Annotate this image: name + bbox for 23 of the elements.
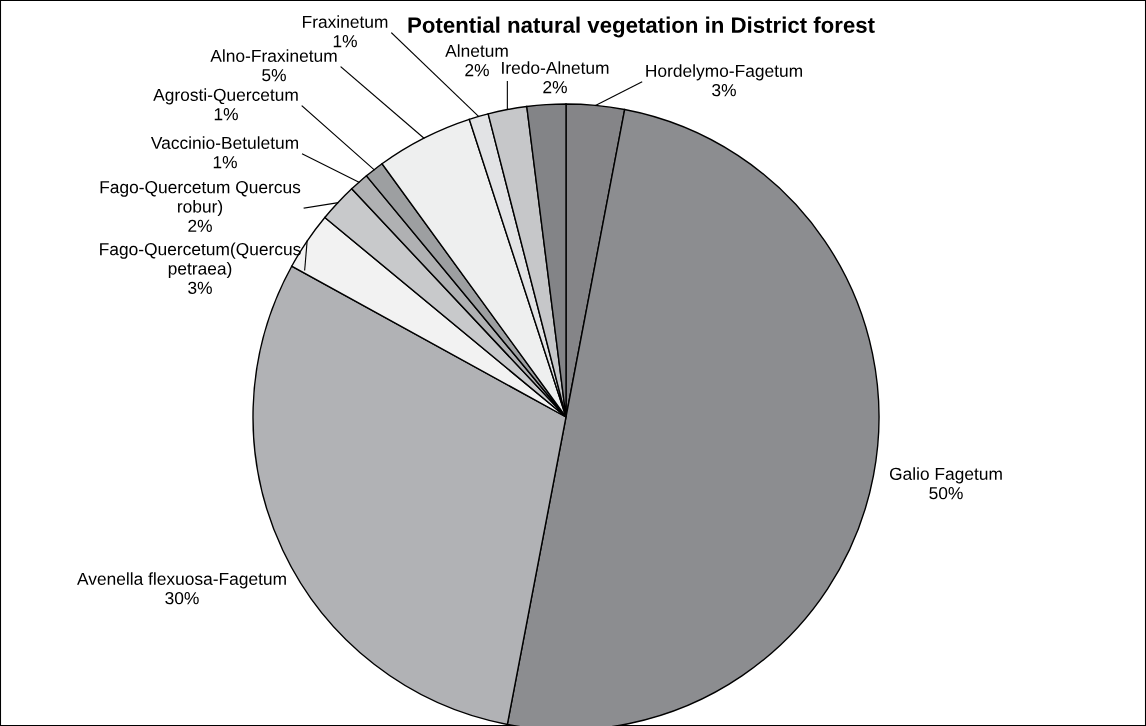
slice-label: Agrosti-Quercetum [153,88,298,105]
data-label: 3% [712,84,736,97]
chart-title: Potential natural vegetation in District forest [408,16,875,38]
slice-label: Alnetum [445,44,508,57]
data-label: 5% [262,69,286,82]
slice-label: Fago-Quercetum(Quercus petraea) [100,242,301,279]
slice-label: Fago-Quercetum Quercus robur) [100,181,301,217]
data-label: 50% [929,487,963,500]
slice-label: Iredo-Alnetum [502,61,609,74]
data-label: 30% [165,592,199,605]
data-label: 1% [214,108,238,121]
data-label: 3% [188,281,212,294]
slice-label: Avenella flexuosa-Fagetum [77,572,286,589]
slice-label: Vaccinio-Betuletum [150,136,298,149]
slice-label: Fraxinetum [303,15,388,28]
data-label: 1% [333,35,357,48]
data-label: 1% [213,156,237,169]
slice-label: Hordelymo-Fagetum [646,64,802,81]
data-label: 2% [188,219,212,232]
data-label: 2% [543,81,567,94]
slice-label: Alno-Fraxinetum [210,49,337,62]
data-label: 2% [465,64,489,77]
slice-label: Galio Fagetum [889,467,1002,484]
